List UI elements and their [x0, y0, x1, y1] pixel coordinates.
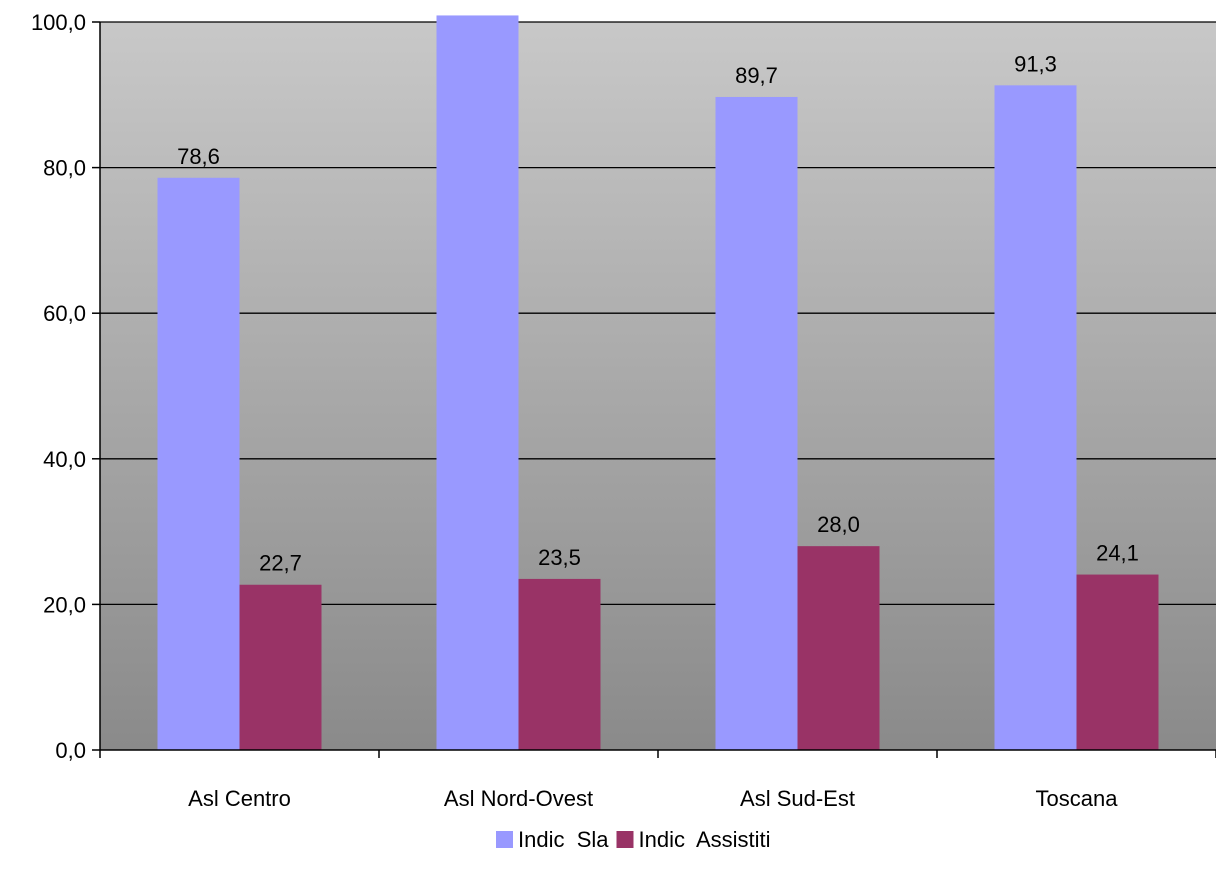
data-label: 24,1: [1096, 541, 1139, 566]
y-tick-label: 60,0: [43, 301, 86, 326]
bar: [518, 578, 601, 750]
data-label: 28,0: [817, 512, 860, 537]
y-tick-label: 100,0: [31, 10, 86, 35]
bar: [157, 177, 240, 751]
data-label: 91,3: [1014, 51, 1057, 76]
legend-label: Indic Assistiti: [639, 827, 771, 852]
data-label: 23,5: [538, 545, 581, 570]
data-label: 22,7: [259, 551, 302, 576]
bar: [994, 85, 1077, 750]
y-tick-label: 80,0: [43, 156, 86, 181]
y-tick-label: 0,0: [55, 738, 86, 763]
x-tick-label: Toscana: [1036, 786, 1119, 811]
bar: [1076, 574, 1159, 750]
legend-label: Indic Sla: [518, 827, 609, 852]
y-tick-label: 20,0: [43, 592, 86, 617]
bar: [239, 584, 322, 750]
legend-swatch: [616, 831, 634, 848]
bar: [797, 546, 880, 750]
x-tick-label: Asl Nord-Ovest: [444, 786, 593, 811]
x-tick-label: Asl Centro: [188, 786, 291, 811]
y-tick-label: 40,0: [43, 447, 86, 472]
bar: [436, 15, 519, 751]
x-tick-label: Asl Sud-Est: [740, 786, 855, 811]
data-label: 78,6: [177, 144, 220, 169]
legend-swatch: [496, 831, 513, 848]
bar: [715, 96, 798, 750]
data-label: 89,7: [735, 63, 778, 88]
